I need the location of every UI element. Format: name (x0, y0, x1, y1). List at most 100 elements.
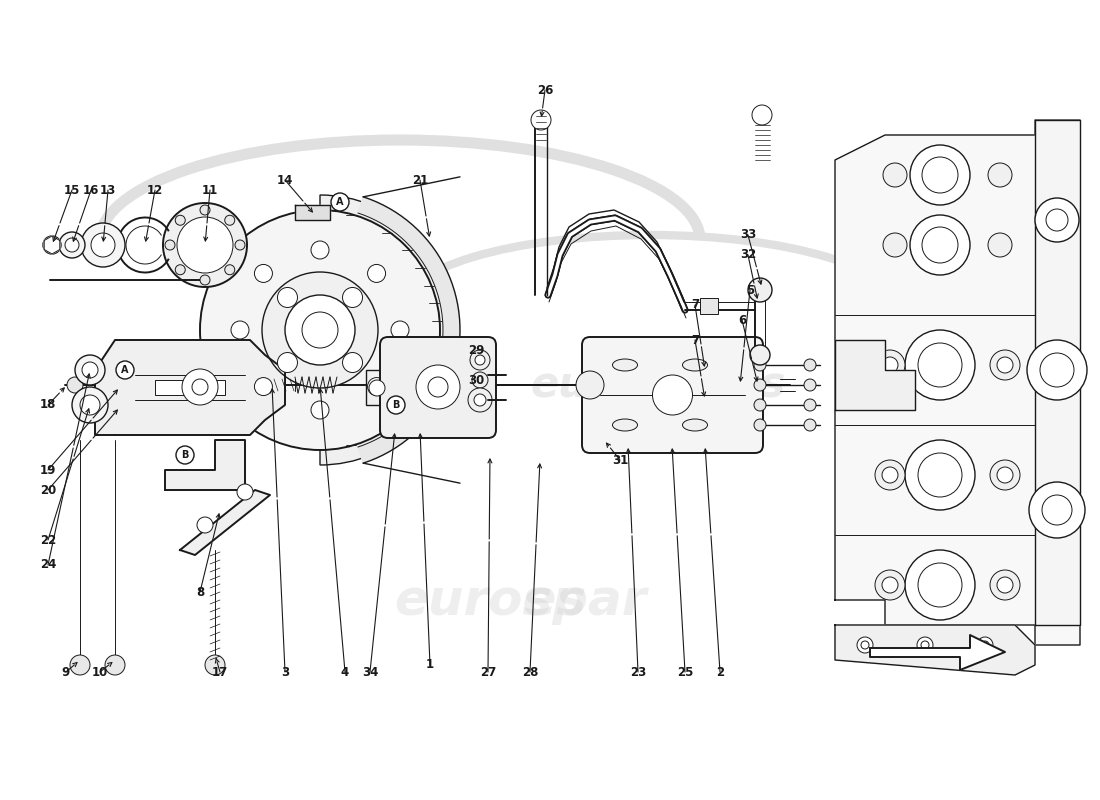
Circle shape (922, 227, 958, 263)
Text: euro: euro (530, 364, 637, 406)
Circle shape (918, 343, 962, 387)
Circle shape (754, 359, 766, 371)
Text: spares: spares (220, 362, 397, 407)
Circle shape (918, 563, 962, 607)
Circle shape (910, 215, 970, 275)
Text: eurospar: eurospar (394, 577, 646, 625)
Text: euro: euro (116, 362, 236, 407)
Circle shape (428, 377, 448, 397)
Text: euro: euro (530, 364, 637, 406)
Circle shape (331, 193, 349, 211)
Circle shape (104, 655, 125, 675)
Circle shape (197, 517, 213, 533)
Text: 26: 26 (537, 83, 553, 97)
Text: 33: 33 (740, 229, 756, 242)
Circle shape (988, 163, 1012, 187)
Polygon shape (835, 120, 1080, 645)
Circle shape (804, 359, 816, 371)
Circle shape (163, 203, 248, 287)
Text: 15: 15 (64, 183, 80, 197)
Circle shape (981, 641, 989, 649)
Text: 14: 14 (277, 174, 294, 186)
Circle shape (342, 287, 363, 307)
Circle shape (990, 460, 1020, 490)
Circle shape (475, 355, 485, 365)
Text: 23: 23 (630, 666, 646, 678)
Text: 29: 29 (468, 343, 484, 357)
Circle shape (277, 287, 297, 307)
Circle shape (1028, 482, 1085, 538)
Circle shape (861, 641, 869, 649)
Circle shape (311, 241, 329, 259)
Circle shape (368, 380, 385, 396)
Text: 6: 6 (738, 314, 746, 326)
Circle shape (367, 265, 386, 282)
Circle shape (874, 460, 905, 490)
Text: 1: 1 (426, 658, 434, 671)
Circle shape (254, 378, 273, 395)
Text: 28: 28 (521, 666, 538, 678)
Circle shape (416, 365, 460, 409)
Circle shape (882, 577, 898, 593)
Circle shape (262, 272, 378, 388)
Circle shape (82, 362, 98, 378)
Circle shape (70, 655, 90, 675)
Text: 11: 11 (202, 183, 218, 197)
Circle shape (883, 163, 908, 187)
Text: 19: 19 (40, 463, 56, 477)
Circle shape (59, 232, 85, 258)
Circle shape (905, 550, 975, 620)
Circle shape (235, 240, 245, 250)
FancyBboxPatch shape (582, 337, 763, 453)
Circle shape (917, 637, 933, 653)
Circle shape (224, 265, 234, 274)
Text: 10: 10 (92, 666, 108, 678)
Polygon shape (295, 205, 330, 220)
Circle shape (390, 321, 409, 339)
Text: 3: 3 (280, 666, 289, 678)
Circle shape (804, 419, 816, 431)
Bar (155, 380, 226, 395)
Circle shape (285, 295, 355, 365)
Circle shape (921, 641, 929, 649)
Circle shape (905, 330, 975, 400)
Circle shape (176, 446, 194, 464)
Text: 8: 8 (196, 586, 205, 598)
Circle shape (224, 215, 234, 226)
Circle shape (91, 233, 116, 257)
Text: 16: 16 (82, 183, 99, 197)
Text: 7: 7 (691, 334, 700, 346)
Circle shape (918, 453, 962, 497)
Circle shape (67, 377, 82, 393)
Text: 18: 18 (40, 398, 56, 411)
Circle shape (236, 484, 253, 500)
Circle shape (311, 401, 329, 419)
Text: 17: 17 (212, 666, 228, 678)
Circle shape (804, 399, 816, 411)
Text: 5: 5 (746, 283, 755, 297)
Circle shape (367, 378, 386, 395)
FancyBboxPatch shape (379, 337, 496, 438)
Circle shape (905, 440, 975, 510)
Circle shape (910, 145, 970, 205)
Text: spares: spares (630, 364, 786, 406)
Circle shape (752, 105, 772, 125)
Circle shape (988, 233, 1012, 257)
Text: spares: spares (630, 364, 786, 406)
Text: es: es (453, 577, 586, 625)
Ellipse shape (682, 419, 707, 431)
Circle shape (165, 240, 175, 250)
Bar (366, 370, 388, 405)
Circle shape (474, 394, 486, 406)
Text: 20: 20 (40, 483, 56, 497)
Text: 24: 24 (40, 558, 56, 571)
Circle shape (874, 570, 905, 600)
Circle shape (43, 236, 60, 254)
Circle shape (882, 357, 898, 373)
Circle shape (882, 467, 898, 483)
Circle shape (857, 637, 873, 653)
Circle shape (1035, 198, 1079, 242)
Text: spares: spares (220, 362, 397, 407)
Circle shape (754, 379, 766, 391)
Text: 7: 7 (691, 298, 700, 311)
